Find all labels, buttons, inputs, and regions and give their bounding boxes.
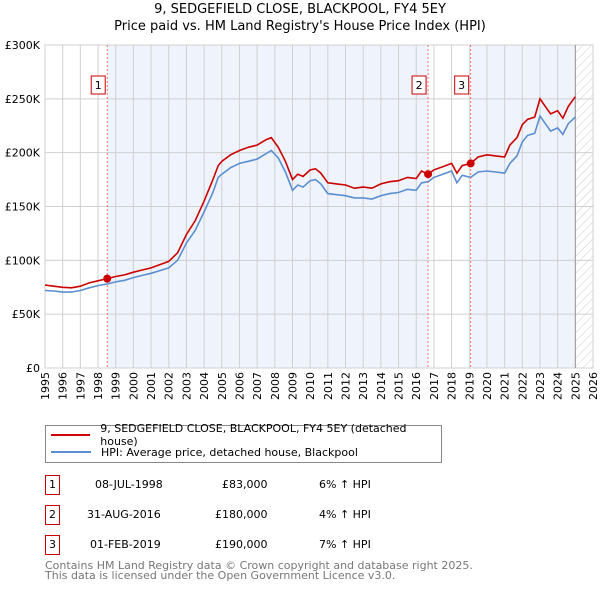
sale-price: £180,000 [215,508,268,521]
x-tick-label: 2007 [251,372,264,400]
sale-label: 2 [416,79,423,92]
x-tick-label: 1998 [92,372,105,400]
x-tick-label: 1996 [57,372,70,400]
x-tick-label: 2022 [516,372,529,400]
x-tick-label: 2013 [357,372,370,400]
table-row: 1 08-JUL-1998 £83,000 6% ↑ HPI [45,475,445,495]
legend-swatch-red [51,434,91,436]
legend-label: HPI: Average price, detached house, Blac… [101,445,358,459]
sale-marker-badge: 2 [45,505,60,525]
x-tick-label: 2024 [552,372,565,400]
y-tick-label: £100K [5,254,41,267]
sale-point [466,159,475,168]
x-tick-label: 2000 [127,372,140,400]
chart-subtitle: Price paid vs. HM Land Registry's House … [114,19,486,34]
sale-hpi: 7% ↑ HPI [319,538,371,551]
sale-date: 08-JUL-1998 [95,478,163,491]
x-tick-label: 2001 [145,372,158,400]
sale-hpi: 6% ↑ HPI [319,478,371,491]
x-tick-label: 2019 [463,372,476,400]
sale-label: 1 [95,79,102,92]
table-row: 2 31-AUG-2016 £180,000 4% ↑ HPI [45,505,445,525]
sale-date: 31-AUG-2016 [87,508,161,521]
x-tick-label: 2011 [322,372,335,400]
sale-point [424,170,433,179]
x-tick-label: 2023 [534,372,547,400]
legend: 9, SEDGEFIELD CLOSE, BLACKPOOL, FY4 5EY … [45,422,442,463]
x-tick-label: 2004 [198,372,211,400]
x-tick-label: 2012 [340,372,353,400]
series-line [44,114,576,293]
x-tick-label: 2005 [216,372,229,400]
x-tick-label: 2016 [410,372,423,400]
y-tick-label: £300K [5,39,41,52]
y-tick-label: £200K [5,147,41,160]
x-tick-label: 2002 [163,372,176,400]
footer: Contains HM Land Registry data © Crown c… [45,559,473,582]
x-tick-label: 2020 [481,372,494,400]
x-tick-label: 2015 [393,372,406,400]
sale-price: £83,000 [222,478,268,491]
sale-label-box [411,75,427,95]
sale-label: 3 [458,79,465,92]
sale-marker-badge: 3 [45,535,60,555]
sale-label-box [454,75,470,95]
footer-line-1: Contains HM Land Registry data © Crown c… [45,559,473,572]
x-tick-label: 1997 [74,372,87,400]
x-tick-label: 2014 [375,372,388,400]
legend-label: 9, SEDGEFIELD CLOSE, BLACKPOOL, FY4 5EY … [100,422,407,448]
x-tick-label: 2025 [569,372,582,400]
legend-swatch-blue [51,451,91,453]
x-tick-label: 2006 [233,372,246,400]
x-tick-label: 2008 [269,372,282,400]
x-tick-label: 2021 [499,372,512,400]
x-tick-label: 2010 [304,372,317,400]
x-tick-label: 2026 [587,372,600,400]
sale-label-box [90,75,106,95]
x-tick-label: 2003 [180,372,193,400]
series-line [44,96,576,289]
x-tick-label: 2017 [428,372,441,400]
sale-marker-badge: 1 [45,475,60,495]
y-tick-label: £150K [5,201,41,214]
legend-item-property: 9, SEDGEFIELD CLOSE, BLACKPOOL, FY4 5EY … [51,422,441,448]
y-tick-label: £0 [26,362,40,375]
x-tick-label: 1995 [39,372,52,400]
sale-point [103,274,112,283]
footer-line-2: This data is licensed under the Open Gov… [45,569,396,582]
x-tick-label: 2018 [446,372,459,400]
sale-price: £190,000 [215,538,268,551]
sale-date: 01-FEB-2019 [90,538,161,551]
y-tick-label: £250K [5,93,41,106]
sale-hpi: 4% ↑ HPI [319,508,371,521]
legend-item-hpi: HPI: Average price, detached house, Blac… [51,444,358,460]
y-tick-label: £50K [12,308,41,321]
price-chart: 1995 1996 1997 1998 1999 2000 2001 2002 2003 2004… [5,39,600,400]
x-tick-label: 1999 [110,372,123,400]
table-row: 3 01-FEB-2019 £190,000 7% ↑ HPI [45,535,445,555]
chart-title: 9, SEDGEFIELD CLOSE, BLACKPOOL, FY4 5EY [154,2,446,17]
x-tick-label: 2009 [286,372,299,400]
